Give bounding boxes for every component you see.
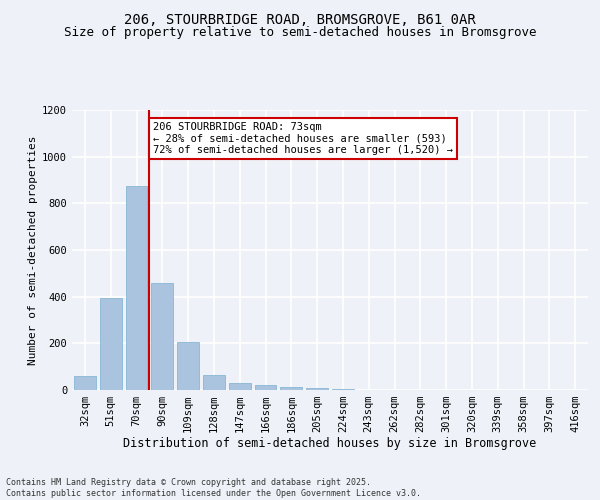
Bar bbox=[254, 385, 277, 390]
Bar bbox=[280, 387, 302, 390]
Bar bbox=[74, 376, 96, 390]
Bar bbox=[306, 388, 328, 390]
Text: Size of property relative to semi-detached houses in Bromsgrove: Size of property relative to semi-detach… bbox=[64, 26, 536, 39]
Y-axis label: Number of semi-detached properties: Number of semi-detached properties bbox=[28, 135, 38, 365]
Bar bbox=[177, 342, 199, 390]
Bar bbox=[125, 186, 148, 390]
Text: Contains HM Land Registry data © Crown copyright and database right 2025.
Contai: Contains HM Land Registry data © Crown c… bbox=[6, 478, 421, 498]
Bar bbox=[203, 375, 225, 390]
Bar bbox=[100, 298, 122, 390]
Bar bbox=[229, 382, 251, 390]
Bar bbox=[151, 282, 173, 390]
X-axis label: Distribution of semi-detached houses by size in Bromsgrove: Distribution of semi-detached houses by … bbox=[124, 436, 536, 450]
Text: 206, STOURBRIDGE ROAD, BROMSGROVE, B61 0AR: 206, STOURBRIDGE ROAD, BROMSGROVE, B61 0… bbox=[124, 12, 476, 26]
Text: 206 STOURBRIDGE ROAD: 73sqm
← 28% of semi-detached houses are smaller (593)
72% : 206 STOURBRIDGE ROAD: 73sqm ← 28% of sem… bbox=[153, 122, 453, 155]
